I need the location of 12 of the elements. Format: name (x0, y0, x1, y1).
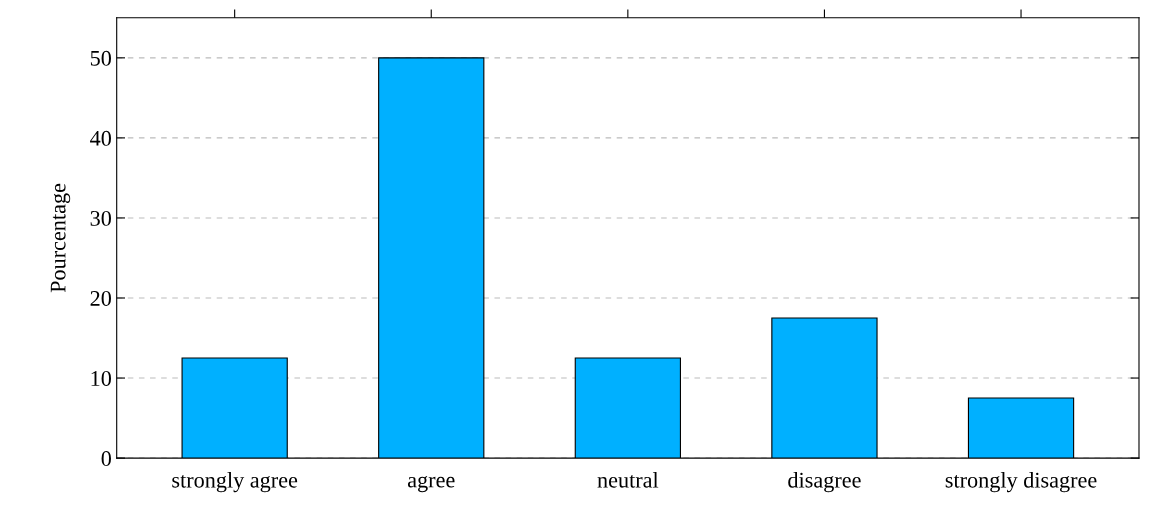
y-tick-label: 40 (90, 130, 111, 146)
y-tick-label: 30 (90, 210, 111, 226)
x-tick-label: strongly disagree (945, 471, 1097, 493)
y-axis-title: Pourcentage (50, 183, 71, 293)
y-tick-label: 0 (101, 451, 111, 467)
x-tick-label: neutral (597, 471, 659, 488)
x-tick-label: strongly agree (172, 471, 298, 493)
y-tick-label: 20 (90, 290, 111, 306)
x-tick-label: agree (407, 475, 455, 493)
y-tick-label: 10 (91, 370, 111, 386)
x-tick-label: disagree (788, 471, 861, 493)
y-tick-label: 50 (90, 50, 111, 66)
